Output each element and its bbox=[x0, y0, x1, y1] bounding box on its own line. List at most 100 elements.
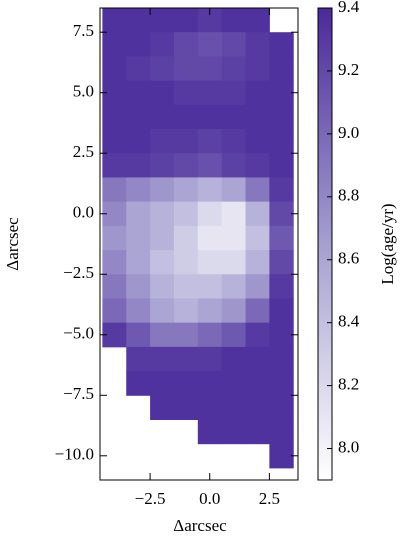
cell bbox=[173, 129, 199, 154]
cell bbox=[102, 32, 127, 57]
cell bbox=[173, 250, 199, 275]
cell bbox=[221, 322, 247, 348]
y-tick-label: 2.5 bbox=[73, 142, 94, 161]
cell bbox=[197, 32, 223, 57]
cell bbox=[102, 298, 127, 324]
x-tick-label: 0.0 bbox=[199, 489, 220, 508]
cell bbox=[245, 129, 270, 154]
cell bbox=[197, 129, 223, 154]
cell bbox=[173, 32, 199, 57]
cell bbox=[245, 225, 270, 251]
cell bbox=[269, 80, 294, 106]
cell bbox=[173, 80, 199, 106]
cell bbox=[173, 395, 199, 420]
cell bbox=[245, 371, 270, 396]
cell bbox=[150, 104, 175, 130]
cell bbox=[221, 250, 247, 275]
cell bbox=[197, 177, 223, 203]
cell bbox=[221, 56, 247, 82]
colorbar-label: Log(age/yr) bbox=[378, 203, 397, 284]
cell bbox=[173, 274, 199, 299]
cell bbox=[150, 274, 175, 299]
colorbar-tick-label: 9.0 bbox=[338, 123, 359, 142]
cell bbox=[126, 80, 151, 106]
colorbar-tick-label: 8.0 bbox=[338, 437, 359, 456]
cell bbox=[221, 8, 247, 33]
cell bbox=[126, 8, 151, 33]
cell bbox=[197, 274, 223, 299]
colorbar-tick-label: 9.2 bbox=[338, 60, 359, 79]
cell bbox=[245, 395, 270, 420]
cell bbox=[173, 225, 199, 251]
cell bbox=[126, 104, 151, 130]
cell bbox=[221, 104, 247, 130]
cell bbox=[197, 225, 223, 251]
cell bbox=[269, 395, 294, 420]
cell bbox=[102, 250, 127, 275]
heatmap bbox=[102, 8, 294, 469]
cell bbox=[126, 177, 151, 203]
cell bbox=[126, 346, 151, 372]
cell bbox=[245, 56, 270, 82]
colorbar bbox=[317, 7, 333, 481]
cell bbox=[126, 298, 151, 324]
plot-frame bbox=[99, 7, 299, 481]
cell bbox=[269, 32, 294, 57]
cell bbox=[269, 274, 294, 299]
cell bbox=[269, 298, 294, 324]
cell bbox=[126, 250, 151, 275]
cell bbox=[221, 371, 247, 396]
cell bbox=[173, 346, 199, 372]
cell bbox=[150, 225, 175, 251]
y-tick-label: 7.5 bbox=[73, 21, 94, 40]
cell bbox=[245, 322, 270, 348]
cell bbox=[102, 274, 127, 299]
cell bbox=[150, 395, 175, 420]
cell bbox=[126, 274, 151, 299]
cell bbox=[197, 201, 223, 227]
cell bbox=[221, 298, 247, 324]
cell bbox=[173, 104, 199, 130]
cell bbox=[102, 177, 127, 203]
cell bbox=[173, 8, 199, 33]
cell bbox=[245, 8, 270, 33]
cell bbox=[126, 201, 151, 227]
cell bbox=[221, 225, 247, 251]
cell bbox=[197, 419, 223, 445]
cell bbox=[197, 395, 223, 420]
y-axis-label: Δarcsec bbox=[3, 217, 22, 271]
cell bbox=[197, 322, 223, 348]
cell bbox=[269, 322, 294, 348]
cell bbox=[269, 443, 294, 469]
cell bbox=[221, 32, 247, 57]
cell bbox=[173, 371, 199, 396]
cell bbox=[173, 322, 199, 348]
cell bbox=[245, 153, 270, 178]
cell bbox=[150, 250, 175, 275]
cell bbox=[245, 201, 270, 227]
cell bbox=[197, 80, 223, 106]
cell bbox=[245, 32, 270, 57]
colorbar-tick-label: 8.2 bbox=[338, 375, 359, 394]
cell bbox=[197, 250, 223, 275]
cell bbox=[173, 177, 199, 203]
cell bbox=[150, 346, 175, 372]
cell bbox=[197, 371, 223, 396]
cell bbox=[173, 153, 199, 178]
cell bbox=[150, 298, 175, 324]
cell bbox=[126, 32, 151, 57]
colorbar-tick-label: 8.4 bbox=[338, 312, 360, 331]
cell bbox=[150, 32, 175, 57]
y-tick-label: 0.0 bbox=[73, 203, 94, 222]
cell bbox=[245, 250, 270, 275]
y-tick-label: −5.0 bbox=[63, 324, 94, 343]
cell bbox=[245, 419, 270, 445]
cell bbox=[102, 129, 127, 154]
y-tick-label: −10.0 bbox=[55, 445, 94, 464]
cell bbox=[245, 298, 270, 324]
cell bbox=[245, 346, 270, 372]
cell bbox=[245, 274, 270, 299]
cell bbox=[126, 371, 151, 396]
x-tick-label: 2.5 bbox=[259, 489, 280, 508]
cell bbox=[269, 104, 294, 130]
